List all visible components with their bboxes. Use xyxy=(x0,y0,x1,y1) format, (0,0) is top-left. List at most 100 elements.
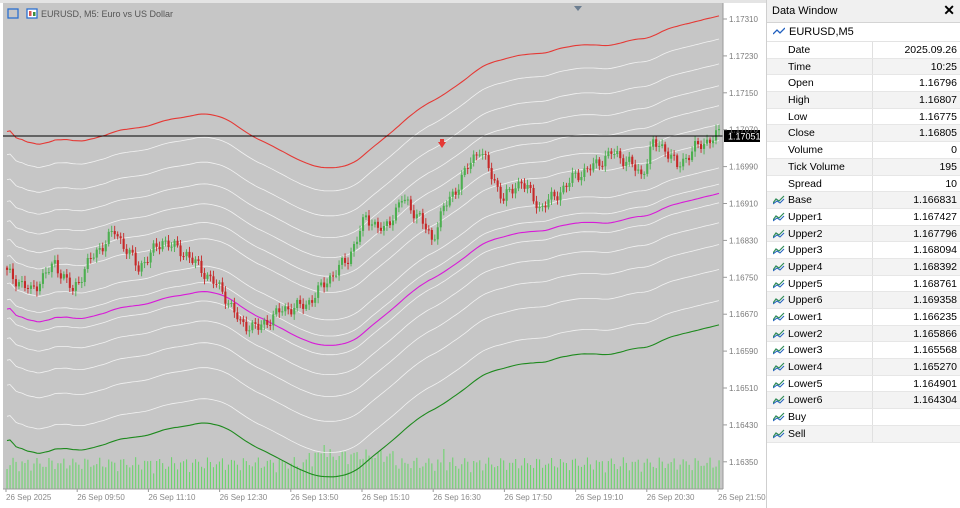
chart-window-icon xyxy=(7,8,19,19)
volume-bar xyxy=(189,472,191,489)
bull-candle xyxy=(370,224,373,226)
bull-candle xyxy=(230,303,233,304)
price-tick-label: 1.16910 xyxy=(729,200,758,209)
bull-candle xyxy=(227,303,230,305)
bear-candle xyxy=(245,322,248,332)
time-axis[interactable]: 26 Sep 2025 26 Sep 09:50 26 Sep 11:10 26 Se… xyxy=(3,488,766,502)
volume-bar xyxy=(703,465,705,489)
volume-bar xyxy=(6,469,8,489)
price-axis[interactable]: 1.17310 1.17230 1.17150 1.17070 1.16990 1.169… xyxy=(722,3,758,489)
bear-candle xyxy=(565,185,568,187)
bull-candle xyxy=(362,217,365,231)
volume-bar xyxy=(377,452,379,489)
volume-bar xyxy=(664,468,666,489)
row-label: Upper1 xyxy=(788,210,823,223)
bear-candle xyxy=(254,322,257,324)
price-chart[interactable]: EURUSD, M5: Euro vs US Dollar 1.17051 1.… xyxy=(0,0,766,508)
volume-bar xyxy=(51,460,53,489)
bull-candle xyxy=(149,252,152,263)
bull-candle xyxy=(329,275,332,284)
volume-histogram xyxy=(6,445,720,489)
price-tick-label: 1.17070 xyxy=(729,126,758,135)
data-window-symbol-row[interactable]: EURUSD,M5 xyxy=(767,23,960,42)
bear-candle xyxy=(664,144,667,152)
volume-bar xyxy=(709,457,711,489)
column-divider xyxy=(872,192,873,208)
indicator-icon xyxy=(773,345,785,355)
volume-bar xyxy=(715,466,717,489)
volume-bar xyxy=(404,462,406,489)
volume-bar xyxy=(99,457,101,489)
bull-candle xyxy=(568,182,571,187)
bear-candle xyxy=(454,191,457,195)
column-divider xyxy=(872,258,873,275)
scroll-marker-icon[interactable] xyxy=(574,6,582,11)
bear-candle xyxy=(269,324,272,326)
bear-candle xyxy=(634,164,637,171)
price-tick-label: 1.16430 xyxy=(729,421,758,430)
volume-bar xyxy=(437,459,439,489)
volume-bar xyxy=(658,457,660,489)
indicator-icon xyxy=(773,195,785,205)
row-label: Upper4 xyxy=(788,260,823,273)
row-value: 2025.09.26 xyxy=(904,44,957,56)
close-icon[interactable]: ✕ xyxy=(943,2,955,18)
volume-bar xyxy=(215,464,217,489)
bull-candle xyxy=(86,258,89,269)
bear-candle xyxy=(379,227,382,231)
volume-bar xyxy=(676,469,678,489)
volume-bar xyxy=(610,458,612,489)
volume-bar xyxy=(640,471,642,489)
bull-candle xyxy=(508,188,511,190)
bull-candle xyxy=(170,246,173,248)
bear-candle xyxy=(586,168,589,170)
bull-candle xyxy=(637,169,640,171)
bull-candle xyxy=(439,211,442,228)
volume-bar xyxy=(162,463,164,489)
volume-bar xyxy=(539,459,541,489)
row-value: 10 xyxy=(945,177,957,190)
data-window-row-upper4: Upper4 1.168392 xyxy=(767,258,960,276)
base-band-line xyxy=(6,192,720,346)
volume-bar xyxy=(670,462,672,489)
bull-candle xyxy=(194,259,197,263)
volume-bar xyxy=(332,456,334,489)
volume-bar xyxy=(461,464,463,489)
volume-bar xyxy=(652,466,654,489)
column-divider xyxy=(872,125,873,142)
volume-bar xyxy=(198,461,200,489)
row-value: 1.16796 xyxy=(919,77,957,90)
volume-bar xyxy=(536,458,538,489)
bull-candle xyxy=(305,304,308,309)
row-value: 1.16807 xyxy=(919,94,957,107)
bull-candle xyxy=(92,257,95,259)
volume-bar xyxy=(206,457,208,489)
volume-bar xyxy=(661,461,663,489)
bull-candle xyxy=(685,157,688,159)
bull-candle xyxy=(682,158,685,167)
volume-bar xyxy=(12,457,14,489)
volume-bar xyxy=(57,463,59,489)
bear-candle xyxy=(529,185,532,188)
bear-candle xyxy=(496,180,499,187)
volume-bar xyxy=(111,461,113,489)
bear-candle xyxy=(430,230,433,240)
volume-bar xyxy=(359,459,361,489)
row-label: Lower1 xyxy=(788,311,823,323)
volume-bar xyxy=(476,462,478,489)
volume-bar xyxy=(386,456,388,489)
bull-candle xyxy=(38,283,41,292)
row-label: Lower3 xyxy=(788,344,823,357)
indicator-icon xyxy=(773,396,785,405)
bear-candle xyxy=(125,248,128,255)
bear-candle xyxy=(424,223,427,230)
data-window-row-buy: Buy xyxy=(767,409,960,426)
row-value: 1.168392 xyxy=(913,260,957,273)
bull-candle xyxy=(448,196,451,206)
bull-candle xyxy=(457,189,460,195)
volume-bar xyxy=(410,468,412,489)
bear-candle xyxy=(71,288,74,291)
volume-bar xyxy=(712,467,714,489)
row-value: 10:25 xyxy=(930,60,957,73)
candlesticks xyxy=(6,124,721,337)
